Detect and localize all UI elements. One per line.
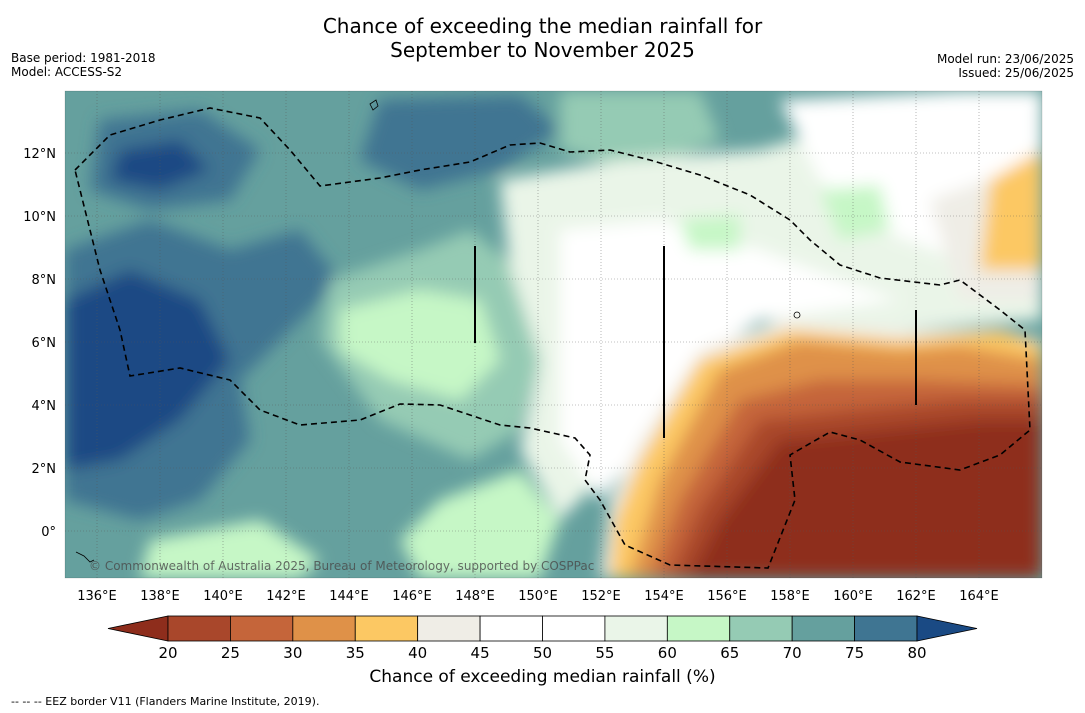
colorbar-segment [417, 615, 481, 642]
lon-label: 150°E [518, 589, 558, 604]
colorbar-segment [854, 615, 918, 642]
lon-label: 140°E [203, 589, 243, 604]
lat-label: 10°N [23, 210, 56, 225]
lon-labels: 136°E 138°E 140°E 142°E 144°E 146°E 148°… [77, 589, 999, 604]
colorbar-segment [791, 615, 855, 642]
issued-date: Issued: 25/06/2025 [958, 66, 1074, 80]
colorbar-tick-label: 40 [408, 644, 427, 662]
eez-footnote: -- -- -- EEZ border V11 (Flanders Marine… [11, 695, 320, 708]
map-gridlines [65, 91, 1042, 578]
colorbar-label: Chance of exceeding median rainfall (%) [369, 667, 716, 687]
colorbar-max-extend [916, 615, 978, 642]
lat-label: 6°N [32, 336, 57, 351]
copyright-notice: © Commonwealth of Australia 2025, Bureau… [89, 559, 594, 573]
colorbar-segment [604, 615, 668, 642]
meta-right: Model run: 23/06/2025 Issued: 25/06/2025 [937, 52, 1074, 80]
colorbar-segment [479, 615, 543, 642]
colorbar-tick-label: 65 [720, 644, 739, 662]
colorbar-tick-label: 60 [658, 644, 677, 662]
colorbar-tick-label: 55 [595, 644, 614, 662]
map-frame [64, 90, 1043, 579]
colorbar-min-extend [107, 615, 169, 642]
colorbar-segment [542, 615, 606, 642]
lon-label: 146°E [392, 589, 432, 604]
title-line-2: September to November 2025 [390, 38, 695, 62]
boundary-segments [474, 246, 917, 438]
lon-label: 142°E [266, 589, 306, 604]
model-run: Model run: 23/06/2025 [936, 52, 1074, 66]
lat-label: 0° [41, 525, 56, 540]
eez-border [74, 107, 1031, 569]
colorbar-segment [167, 615, 231, 642]
lat-label: 4°N [32, 399, 57, 414]
colorbar-tick-label: 45 [471, 644, 490, 662]
colorbar-tick-label: 75 [845, 644, 864, 662]
island-markers [75, 99, 801, 563]
lat-labels: 12°N 10°N 8°N 6°N 4°N 2°N 0° [23, 147, 56, 540]
colorbar-tick-label: 25 [221, 644, 240, 662]
lon-label: 152°E [581, 589, 621, 604]
lat-label: 12°N [23, 147, 56, 162]
colorbar-segment [230, 615, 294, 642]
lon-label: 158°E [770, 589, 810, 604]
lat-label: 2°N [32, 462, 57, 477]
lon-label: 148°E [455, 589, 495, 604]
lon-label: 138°E [140, 589, 180, 604]
colorbar-segment [292, 615, 356, 642]
colorbar-tick-label: 70 [783, 644, 802, 662]
lon-label: 160°E [833, 589, 873, 604]
rainfall-probability-field [65, 91, 1042, 578]
colorbar-segment [729, 615, 793, 642]
colorbar-tick-label: 80 [907, 644, 926, 662]
colorbar [107, 615, 978, 642]
colorbar-segment [666, 615, 731, 642]
colorbar-tick-label: 30 [283, 644, 302, 662]
meta-left: Base period: 1981-2018 Model: ACCESS-S2 [11, 51, 156, 79]
colorbar-tick-label: 50 [533, 644, 552, 662]
lon-label: 154°E [644, 589, 684, 604]
colorbar-tick-label: 35 [346, 644, 365, 662]
title-line-1: Chance of exceeding the median rainfall … [322, 14, 763, 38]
lat-label: 8°N [32, 273, 57, 288]
model-name: Model: ACCESS-S2 [11, 65, 123, 79]
colorbar-segment [354, 615, 419, 642]
map-title: Chance of exceeding the median rainfall … [0, 14, 1085, 62]
lon-label: 162°E [896, 589, 936, 604]
colorbar-tick-label: 20 [158, 644, 177, 662]
lon-label: 164°E [959, 589, 999, 604]
base-period: Base period: 1981-2018 [11, 51, 156, 65]
lon-label: 136°E [77, 589, 117, 604]
lon-label: 156°E [707, 589, 747, 604]
colorbar-ticks: 20 25 30 35 40 45 50 55 60 65 70 75 80 [158, 644, 926, 662]
lon-label: 144°E [329, 589, 369, 604]
